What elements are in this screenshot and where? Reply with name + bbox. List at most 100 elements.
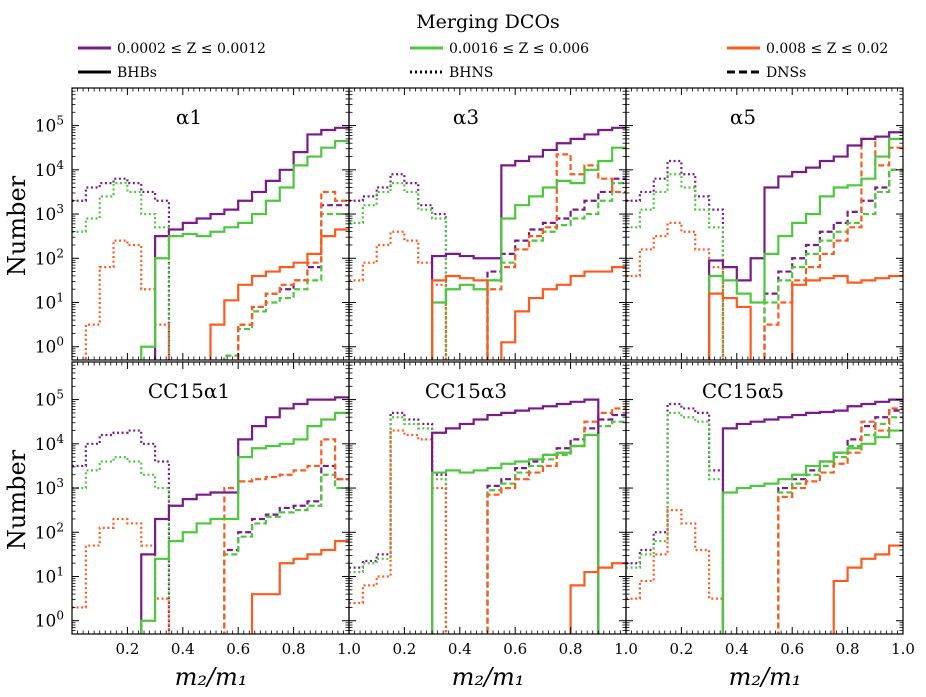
panel-cc15-alpha3: 0.2 0.4 0.6 0.8 1.0 CC15α3	[348, 361, 638, 658]
series-bhb-highz	[832, 544, 903, 634]
series-dns-highz	[486, 153, 626, 360]
panel-label: α1	[176, 105, 202, 129]
legend-entry-low-z: 0.0002 ≤ Z ≤ 0.0012	[78, 41, 266, 57]
series-dns-lowz	[486, 177, 626, 360]
figure-title: Merging DCOs	[416, 11, 560, 33]
panel-label: α3	[453, 105, 479, 129]
series-bhns-highz	[349, 429, 448, 634]
legend: 0.0002 ≤ Z ≤ 0.0012 0.0016 ≤ Z ≤ 0.006 0…	[78, 41, 888, 81]
y-tick-label: 104	[35, 432, 65, 455]
panel-alpha5: α5	[625, 87, 904, 361]
panel-alpha3: α3	[348, 87, 627, 361]
series-bhns-midz	[72, 455, 171, 634]
series-group	[349, 126, 626, 360]
series-bhb-highz	[708, 274, 903, 360]
y-tick-label: 105	[35, 388, 64, 411]
series-dns-highz	[486, 407, 626, 634]
series-group	[72, 126, 349, 360]
series-group	[72, 396, 349, 634]
y-tick-label: 105	[35, 114, 64, 137]
x-tick-label: 1.0	[337, 640, 361, 658]
series-bhns-highz	[626, 221, 725, 360]
panel-cc15-alpha5: 0.2 0.4 0.6 0.8 1.0 CC15α5	[625, 361, 915, 658]
series-bhb-lowz	[154, 126, 349, 360]
panel-frame	[71, 87, 350, 361]
series-bhb-lowz	[140, 396, 349, 634]
series-bhb-lowz	[431, 126, 626, 360]
panel-label: CC15α5	[702, 379, 784, 403]
series-bhns-highz	[72, 517, 171, 634]
series-bhns-midz	[626, 173, 725, 360]
series-dns-highz	[223, 438, 349, 634]
series-dns-midz	[777, 416, 903, 634]
series-bhb-lowz	[431, 398, 600, 634]
x-tick-label: 0.8	[282, 640, 306, 658]
legend-entry-dnss: DNSs	[727, 65, 806, 81]
series-group	[626, 131, 903, 360]
y-tick-label: 103	[35, 202, 64, 225]
y-tick-label: 100	[35, 609, 64, 632]
x-tick-label: 0.6	[780, 640, 804, 658]
series-bhb-midz	[708, 137, 903, 360]
series-bhb-highz	[250, 540, 349, 634]
series-bhb-highz	[569, 562, 626, 634]
panel-alpha1: 100 101 102 103 104 105 α1	[35, 87, 350, 361]
series-dns-lowz	[223, 464, 349, 634]
legend-label-high-z: 0.008 ≤ Z ≤ 0.02	[766, 41, 888, 57]
series-bhns-lowz	[72, 429, 171, 634]
legend-entry-bhbs: BHBs	[78, 65, 157, 81]
series-dns-highz	[237, 190, 349, 360]
series-bhns-highz	[84, 239, 171, 360]
series-group	[349, 398, 626, 634]
panel-cc15-alpha1: 100 101 102 103 104 105 0.2 0.4 0.6 0.8 1.0 CC15α1	[35, 361, 361, 658]
x-tick-label: 0.2	[115, 640, 139, 658]
x-tick-label: 0.6	[503, 640, 527, 658]
series-bhb-midz	[721, 429, 903, 634]
x-tick-label: 0.2	[669, 640, 693, 658]
y-tick-label: 102	[35, 246, 64, 269]
panel-label: α5	[730, 105, 756, 129]
series-bhb-lowz	[708, 131, 903, 360]
series-bhb-lowz	[721, 398, 903, 634]
legend-label-dnss: DNSs	[766, 65, 806, 81]
series-bhns-lowz	[349, 411, 448, 634]
y-tick-label: 100	[35, 335, 64, 358]
series-dns-highz	[777, 407, 903, 634]
y-tick-label: 101	[35, 291, 64, 314]
legend-label-low-z: 0.0002 ≤ Z ≤ 0.0012	[117, 41, 266, 57]
legend-entry-bhns: BHNS	[410, 65, 493, 81]
series-dns-midz	[763, 168, 903, 360]
x-tick-label: 0.8	[836, 640, 860, 658]
series-bhb-midz	[431, 433, 600, 634]
y-tick-label: 101	[35, 565, 64, 588]
x-tick-label: 1.0	[614, 640, 638, 658]
series-bhns-lowz	[349, 173, 448, 360]
legend-label-bhbs: BHBs	[117, 65, 157, 81]
x-tick-label: 0.4	[725, 640, 749, 658]
legend-label-bhns: BHNS	[449, 65, 493, 81]
series-bhns-midz	[72, 181, 171, 360]
series-bhb-highz	[209, 228, 349, 360]
x-tick-label: 1.0	[891, 640, 915, 658]
legend-entry-mid-z: 0.0016 ≤ Z ≤ 0.006	[410, 41, 589, 57]
x-axis-label-col3: m₂/m₁	[729, 663, 802, 691]
x-axis-label-col1: m₂/m₁	[175, 663, 248, 691]
series-bhb-midz	[140, 411, 349, 634]
series-bhns-highz	[626, 509, 725, 634]
series-bhns-highz	[349, 230, 448, 360]
series-bhb-midz	[140, 139, 349, 360]
y-tick-label: 102	[35, 520, 64, 543]
x-tick-label: 0.2	[392, 640, 416, 658]
series-dns-midz	[223, 473, 349, 634]
legend-entry-high-z: 0.008 ≤ Z ≤ 0.02	[727, 41, 888, 57]
y-tick-label: 103	[35, 476, 64, 499]
y-axis-label-top: Number	[3, 175, 31, 276]
x-axis-label-col2: m₂/m₁	[452, 663, 525, 691]
x-tick-label: 0.4	[448, 640, 472, 658]
y-axis-label-bottom: Number	[3, 449, 31, 550]
x-tick-label: 0.4	[171, 640, 195, 658]
series-bhb-highz	[431, 266, 626, 360]
x-tick-label: 0.6	[226, 640, 250, 658]
y-tick-label: 104	[35, 158, 65, 181]
